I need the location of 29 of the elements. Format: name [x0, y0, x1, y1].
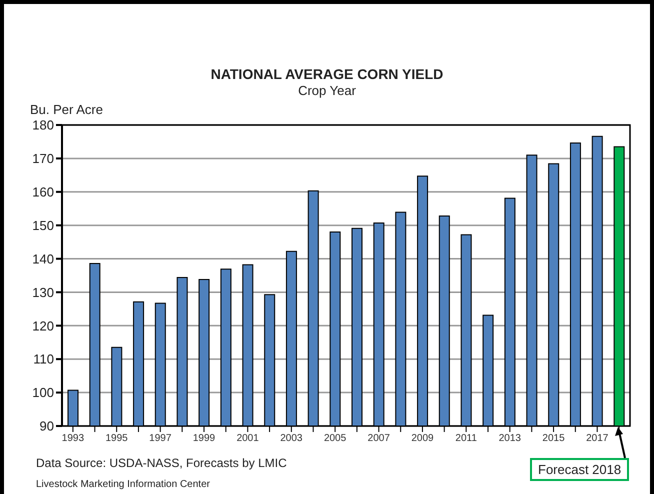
y-tick-label: 140 [32, 251, 54, 266]
chart-subtitle: Crop Year [297, 83, 357, 98]
y-tick-label: 180 [32, 118, 54, 133]
x-tick-label: 1997 [149, 433, 172, 444]
x-tick-label: 1993 [62, 433, 84, 444]
y-tick-label: 170 [32, 151, 54, 166]
x-tick-label: 2015 [542, 433, 566, 444]
x-tick-label: 1995 [105, 433, 128, 444]
y-axis-title: Bu. Per Acre [30, 102, 103, 117]
x-tick-label: 2005 [324, 433, 347, 444]
y-tick-label: 90 [40, 418, 54, 434]
source-note: Data Source: USDA-NASS, Forecasts by LMIC [36, 456, 287, 470]
y-tick-label: 110 [33, 352, 54, 367]
x-tick-label: 2009 [411, 433, 434, 444]
text: Forecast 2018 [530, 458, 630, 481]
x-tick-label: 2003 [280, 433, 303, 444]
x-tick-label: 2001 [236, 433, 260, 444]
x-tick-label: 1999 [192, 433, 216, 444]
y-tick-label: 160 [32, 184, 54, 200]
x-tick-label: 2013 [498, 433, 522, 444]
x-tick-label: 2011 [455, 433, 478, 444]
x-tick-label: 2017 [586, 433, 609, 444]
chart-title: NATIONAL AVERAGE CORN YIELD [210, 66, 444, 82]
y-tick-label: 100 [32, 385, 54, 400]
y-tick-label: 120 [32, 318, 54, 334]
y-tick-label: 150 [32, 218, 54, 233]
text: Livestock Marketing Information Center [36, 479, 210, 490]
y-tick-label: 130 [32, 284, 54, 300]
x-tick-label: 2007 [368, 433, 390, 444]
